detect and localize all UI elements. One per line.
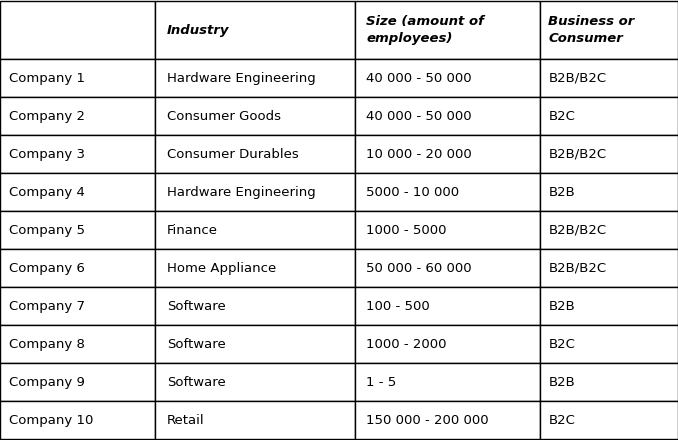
Bar	[0, 211, 155, 249]
Text: 150 000 - 200 000: 150 000 - 200 000	[366, 414, 489, 426]
Bar	[540, 1, 678, 59]
Text: Company 7: Company 7	[9, 300, 85, 312]
Bar	[0, 363, 155, 401]
Bar	[0, 97, 155, 135]
Text: Home Appliance: Home Appliance	[167, 261, 276, 275]
Bar	[355, 1, 540, 59]
Text: 10 000 - 20 000: 10 000 - 20 000	[366, 147, 472, 161]
Text: Finance: Finance	[167, 224, 218, 237]
Bar	[155, 1, 355, 59]
Text: Industry: Industry	[167, 23, 229, 37]
Text: Company 9: Company 9	[9, 375, 85, 389]
Bar	[155, 401, 355, 439]
Bar	[155, 173, 355, 211]
Bar	[355, 59, 540, 97]
Text: 1000 - 2000: 1000 - 2000	[366, 337, 447, 351]
Bar	[155, 59, 355, 97]
Text: B2B/B2C: B2B/B2C	[549, 72, 606, 84]
Bar	[0, 59, 155, 97]
Text: 5000 - 10 000: 5000 - 10 000	[366, 186, 459, 198]
Bar	[355, 135, 540, 173]
Bar	[155, 249, 355, 287]
Bar	[355, 249, 540, 287]
Bar	[155, 97, 355, 135]
Text: B2C: B2C	[549, 110, 575, 122]
Text: 40 000 - 50 000: 40 000 - 50 000	[366, 72, 472, 84]
Text: 50 000 - 60 000: 50 000 - 60 000	[366, 261, 472, 275]
Bar	[355, 173, 540, 211]
Bar	[0, 135, 155, 173]
Text: 100 - 500: 100 - 500	[366, 300, 430, 312]
Bar	[355, 363, 540, 401]
Text: B2B: B2B	[549, 375, 575, 389]
Text: Company 6: Company 6	[9, 261, 85, 275]
Text: Size (amount of
employees): Size (amount of employees)	[366, 15, 484, 45]
Bar	[355, 211, 540, 249]
Bar	[540, 249, 678, 287]
Bar	[0, 401, 155, 439]
Text: 1000 - 5000: 1000 - 5000	[366, 224, 447, 237]
Bar	[355, 401, 540, 439]
Bar	[155, 287, 355, 325]
Text: B2B: B2B	[549, 186, 575, 198]
Text: Consumer Durables: Consumer Durables	[167, 147, 299, 161]
Bar	[0, 287, 155, 325]
Bar	[355, 287, 540, 325]
Bar	[155, 363, 355, 401]
Text: Company 2: Company 2	[9, 110, 85, 122]
Bar	[0, 325, 155, 363]
Text: 40 000 - 50 000: 40 000 - 50 000	[366, 110, 472, 122]
Bar	[155, 211, 355, 249]
Text: B2B/B2C: B2B/B2C	[549, 261, 606, 275]
Bar	[540, 363, 678, 401]
Bar	[540, 135, 678, 173]
Bar	[540, 173, 678, 211]
Bar	[540, 59, 678, 97]
Text: B2C: B2C	[549, 337, 575, 351]
Bar	[540, 287, 678, 325]
Text: Business or
Consumer: Business or Consumer	[549, 15, 635, 45]
Bar	[0, 173, 155, 211]
Bar	[155, 325, 355, 363]
Text: Company 3: Company 3	[9, 147, 85, 161]
Bar	[540, 211, 678, 249]
Bar	[540, 401, 678, 439]
Text: Company 10: Company 10	[9, 414, 94, 426]
Bar	[355, 97, 540, 135]
Bar	[540, 97, 678, 135]
Text: Company 1: Company 1	[9, 72, 85, 84]
Text: Company 8: Company 8	[9, 337, 85, 351]
Bar	[0, 249, 155, 287]
Text: Software: Software	[167, 337, 226, 351]
Text: Hardware Engineering: Hardware Engineering	[167, 186, 316, 198]
Text: B2B: B2B	[549, 300, 575, 312]
Text: Consumer Goods: Consumer Goods	[167, 110, 281, 122]
Bar	[540, 325, 678, 363]
Text: B2B/B2C: B2B/B2C	[549, 224, 606, 237]
Text: 1 - 5: 1 - 5	[366, 375, 397, 389]
Bar	[155, 135, 355, 173]
Text: Software: Software	[167, 300, 226, 312]
Text: Company 5: Company 5	[9, 224, 85, 237]
Bar	[355, 325, 540, 363]
Text: B2C: B2C	[549, 414, 575, 426]
Text: Hardware Engineering: Hardware Engineering	[167, 72, 316, 84]
Bar	[0, 1, 155, 59]
Text: Company 4: Company 4	[9, 186, 85, 198]
Text: Retail: Retail	[167, 414, 205, 426]
Text: B2B/B2C: B2B/B2C	[549, 147, 606, 161]
Text: Software: Software	[167, 375, 226, 389]
